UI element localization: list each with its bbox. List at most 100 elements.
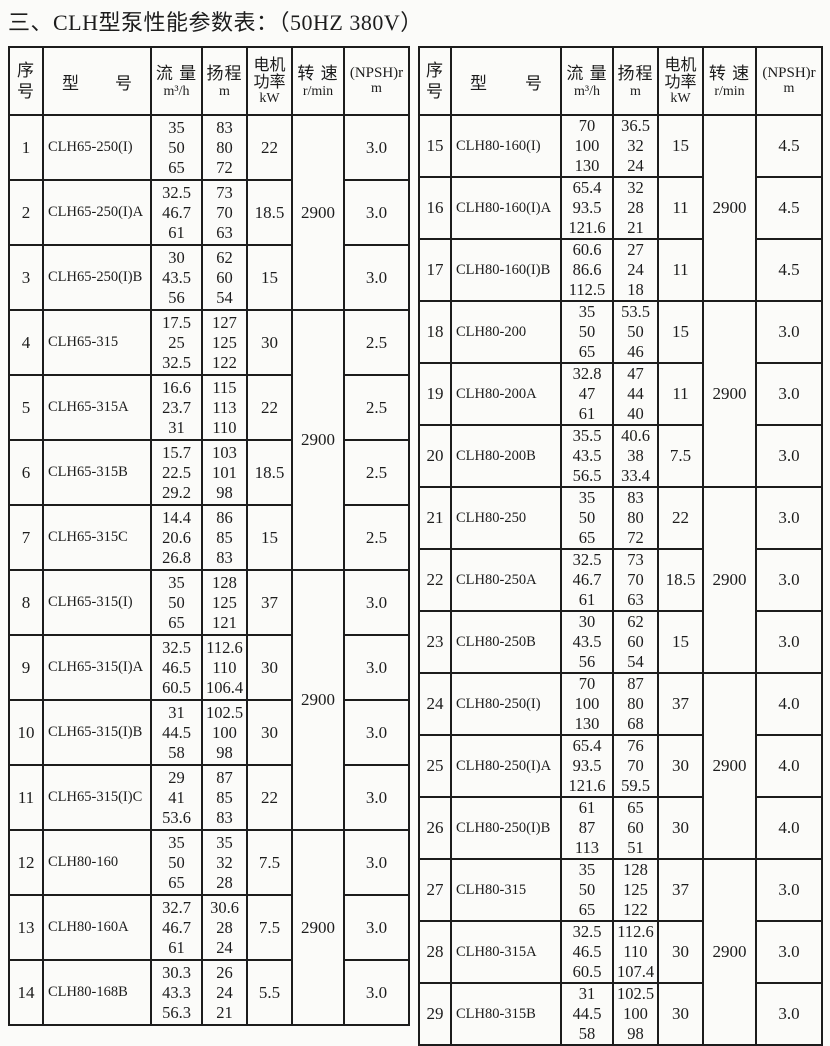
speed-cell: 2900 [702, 114, 757, 302]
head-value: 24 [627, 156, 644, 175]
flow-value: 100 [574, 136, 600, 155]
head-value: 32 [627, 178, 644, 197]
flow-value: 61 [168, 222, 185, 242]
flow-value: 32.5 [162, 352, 191, 372]
npsh-cell: 3.0 [755, 424, 823, 488]
row-number-cell: 5 [8, 374, 44, 441]
npsh-cell: 3.0 [755, 610, 823, 674]
head-cell: 83 80 72 [201, 114, 248, 181]
head-value: 80 [627, 508, 644, 527]
head-value: 98 [216, 482, 233, 502]
flow-cell: 70 100 130 [560, 114, 614, 178]
model-cell: CLH65-315(I)C [42, 764, 152, 831]
col-header-flow: 流 量 m³/h [150, 46, 203, 116]
model-cell: CLH80-315B [450, 982, 562, 1046]
head-value: 46 [627, 342, 644, 361]
col-header-no-line1: 序 [426, 61, 444, 80]
row-number-cell: 25 [418, 734, 452, 798]
table-row: 28 CLH80-315A 32.5 46.5 60.5 112.6 110 107.4 30 3… [418, 920, 823, 984]
col-header-no: 序 号 [8, 46, 44, 116]
head-value: 60 [627, 632, 644, 651]
head-value: 54 [216, 287, 233, 307]
head-value: 35 [216, 832, 233, 852]
flow-value: 31 [168, 702, 185, 722]
row-number-cell: 14 [8, 959, 44, 1026]
col-header-model: 型 号 [450, 46, 562, 116]
flow-value: 32.5 [162, 637, 191, 657]
flow-value: 121.6 [568, 776, 606, 795]
flow-value: 35 [168, 572, 185, 592]
col-header-head: 扬程 m [612, 46, 659, 116]
flow-value: 29 [168, 767, 185, 787]
model-cell: CLH80-315A [450, 920, 562, 984]
flow-value: 43.5 [572, 632, 602, 651]
flow-value: 60.6 [572, 240, 602, 259]
head-value: 112.6 [206, 637, 243, 657]
npsh-cell: 3.0 [343, 959, 410, 1026]
flow-value: 65 [578, 900, 596, 919]
flow-cell: 31 44.5 58 [150, 699, 203, 766]
row-number-cell: 21 [418, 486, 452, 550]
flow-value: 23.7 [162, 397, 191, 417]
flow-value: 112.5 [568, 280, 606, 299]
model-cell: CLH80-315 [450, 858, 562, 922]
power-cell: 30 [657, 982, 704, 1046]
head-cell: 65 60 51 [612, 796, 659, 860]
flow-value: 46.5 [162, 657, 191, 677]
flow-cell: 32.5 46.7 61 [560, 548, 614, 612]
col-header-speed: 转 速 r/min [291, 46, 345, 116]
npsh-cell: 4.5 [755, 238, 823, 302]
table-body-right: 15 CLH80-160(I) 70 100 130 36.5 32 24 15 2900 4.5 1… [418, 114, 823, 1046]
flow-value: 35 [578, 860, 596, 879]
head-value: 68 [627, 714, 644, 733]
head-value: 125 [623, 880, 648, 899]
table-row: 18 CLH80-200 35 50 65 53.5 50 46 15 2900 3.0 [418, 300, 823, 488]
row-number-cell: 1 [8, 114, 44, 181]
power-cell: 7.5 [246, 894, 293, 961]
npsh-cell: 3.0 [755, 486, 823, 550]
flow-value: 30 [168, 247, 185, 267]
speed-cell: 2900 [702, 672, 757, 860]
power-cell: 18.5 [657, 548, 704, 612]
row-number-cell: 15 [418, 114, 452, 178]
flow-value: 65 [168, 157, 185, 177]
row-number-cell: 19 [418, 362, 452, 426]
head-value: 40.6 [621, 426, 650, 445]
table-row: 27 CLH80-315 35 50 65 128 125 122 37 2900 3.0 [418, 858, 823, 1046]
power-cell: 37 [657, 672, 704, 736]
model-cell: CLH80-168B [42, 959, 152, 1026]
head-value: 28 [627, 198, 644, 217]
flow-cell: 14.4 20.6 26.8 [150, 504, 203, 571]
head-value: 110 [212, 657, 237, 677]
flow-value: 43.5 [572, 446, 602, 465]
table-row: 23 CLH80-250B 30 43.5 56 62 60 54 15 3.0 [418, 610, 823, 674]
flow-value: 14.4 [162, 507, 191, 527]
head-value: 85 [216, 527, 233, 547]
page-title: 三、CLH型泵性能参数表：（50HZ 380V） [8, 10, 423, 35]
table-row: 14 CLH80-168B 30.3 43.3 56.3 26 24 21 5.5 3.0 [8, 959, 410, 1026]
npsh-cell: 3.0 [343, 179, 410, 246]
head-value: 98 [216, 742, 233, 762]
flow-value: 46.7 [162, 917, 191, 937]
power-cell: 15 [246, 244, 293, 311]
head-value: 24 [216, 937, 233, 957]
col-header-model: 型 号 [42, 46, 152, 116]
head-value: 85 [216, 787, 233, 807]
flow-value: 70 [578, 116, 596, 135]
table-row: 6 CLH65-315B 15.7 22.5 29.2 103 101 98 18.5 2.5 [8, 439, 410, 506]
speed-cell: 2900 [702, 486, 757, 674]
head-value: 54 [627, 652, 644, 671]
head-cell: 103 101 98 [201, 439, 248, 506]
head-value: 28 [216, 917, 233, 937]
power-cell: 18.5 [246, 179, 293, 246]
head-cell: 86 85 83 [201, 504, 248, 571]
power-cell: 37 [246, 569, 293, 636]
col-header-flow: 流 量 m³/h [560, 46, 614, 116]
head-cell: 115 113 110 [201, 374, 248, 441]
flow-cell: 30.3 43.3 56.3 [150, 959, 203, 1026]
flow-value: 43.3 [162, 982, 191, 1002]
head-value: 106.4 [205, 677, 244, 697]
row-number-cell: 4 [8, 309, 44, 376]
npsh-cell: 4.5 [755, 114, 823, 178]
